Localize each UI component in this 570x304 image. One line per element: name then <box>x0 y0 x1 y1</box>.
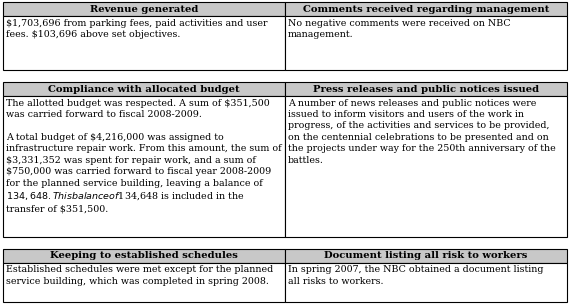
Bar <box>3 16 285 70</box>
Bar <box>3 82 285 96</box>
Text: Revenue generated: Revenue generated <box>90 5 198 13</box>
Bar <box>285 2 567 16</box>
Text: Document listing all risk to workers: Document listing all risk to workers <box>324 251 528 261</box>
Text: The allotted budget was respected. A sum of $351,500
was carried forward to fisc: The allotted budget was respected. A sum… <box>6 98 282 214</box>
Text: A number of news releases and public notices were
issued to inform visitors and : A number of news releases and public not… <box>288 98 556 165</box>
Text: In spring 2007, the NBC obtained a document listing
all risks to workers.: In spring 2007, the NBC obtained a docum… <box>288 265 544 286</box>
Text: Established schedules were met except for the planned
service building, which wa: Established schedules were met except fo… <box>6 265 273 286</box>
Text: Comments received regarding management: Comments received regarding management <box>303 5 549 13</box>
Bar <box>285 263 567 302</box>
Text: Keeping to established schedules: Keeping to established schedules <box>50 251 238 261</box>
Bar <box>3 263 285 302</box>
Bar <box>285 82 567 96</box>
Bar <box>285 96 567 237</box>
Text: $1,703,696 from parking fees, paid activities and user
fees. $103,696 above set : $1,703,696 from parking fees, paid activ… <box>6 19 267 39</box>
Bar <box>3 96 285 237</box>
Text: Press releases and public notices issued: Press releases and public notices issued <box>313 85 539 94</box>
Bar <box>285 16 567 70</box>
Bar <box>3 2 285 16</box>
Text: No negative comments were received on NBC
management.: No negative comments were received on NB… <box>288 19 511 39</box>
Text: Compliance with allocated budget: Compliance with allocated budget <box>48 85 240 94</box>
Bar <box>3 249 285 263</box>
Bar <box>285 249 567 263</box>
